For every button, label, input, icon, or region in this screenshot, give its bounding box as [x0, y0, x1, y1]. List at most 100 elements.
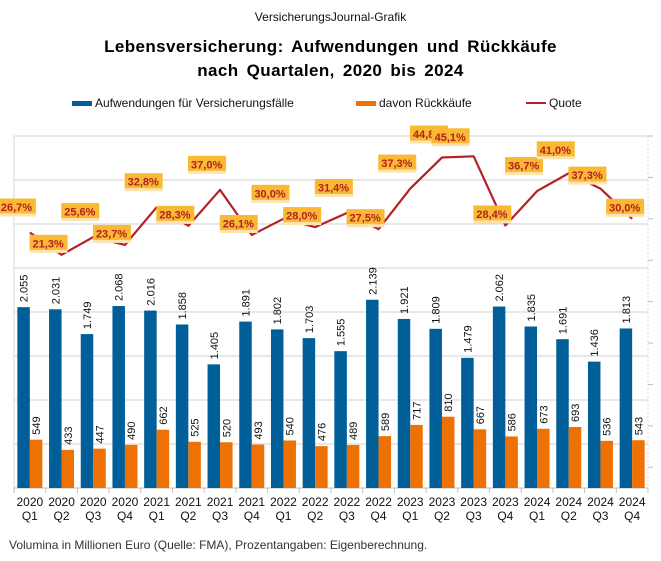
- quote-label-box: [124, 173, 163, 191]
- bar-label-aufwendungen: 1.802: [272, 297, 284, 325]
- bar-label-aufwendungen: 1.858: [177, 292, 189, 320]
- bar-rueckkaeufe: [632, 440, 645, 488]
- bar-aufwendungen: [175, 324, 189, 488]
- bar-aufwendungen: [587, 361, 601, 488]
- quote-label-box: [431, 128, 470, 146]
- x-tick-label-year: 2021: [143, 495, 170, 509]
- quote-label-shadow: [219, 229, 258, 233]
- bar-label-rueckkaeufe: 490: [126, 422, 138, 440]
- quote-label-text: 26,1%: [223, 218, 254, 230]
- quote-label-box: [473, 205, 512, 223]
- bar-label-rueckkaeufe: 476: [316, 423, 328, 441]
- quote-label-text: 37,3%: [381, 158, 412, 170]
- quote-label: 30,0%: [606, 198, 645, 217]
- bar-rueckkaeufe: [410, 424, 423, 488]
- quote-label-shadow: [568, 181, 607, 185]
- bar-rueckkaeufe: [600, 440, 613, 488]
- x-tick-label-year: 2022: [302, 495, 329, 509]
- legend-item-quote: Quote: [526, 96, 582, 110]
- bar-label-rueckkaeufe: 717: [412, 402, 424, 420]
- bar-label-rueckkaeufe: 540: [285, 417, 297, 435]
- bar-rueckkaeufe: [61, 449, 75, 488]
- bar-label-rueckkaeufe: 525: [190, 418, 202, 436]
- quote-label: 37,3%: [568, 166, 607, 185]
- x-tick-label-year: 2023: [397, 495, 424, 509]
- quote-label-text: 23,7%: [96, 228, 127, 240]
- x-tick-label-year: 2020: [48, 495, 75, 509]
- quote-label-box: [568, 166, 607, 184]
- bar-rueckkaeufe: [315, 446, 328, 488]
- quote-label-text: 30,0%: [609, 202, 640, 214]
- quote-label: 21,3%: [29, 234, 68, 253]
- x-axis-labels: 2020Q12020Q22020Q32020Q42021Q12021Q22021…: [16, 495, 645, 523]
- quote-label-shadow: [188, 170, 227, 174]
- bar-label-aufwendungen: 1.691: [558, 307, 570, 335]
- legend-swatch-quote: [526, 102, 546, 104]
- bar-aufwendungen: [144, 310, 157, 488]
- x-tick-label-quarter: Q4: [244, 509, 260, 523]
- bar-rueckkaeufe: [251, 444, 265, 488]
- quote-label: 32,8%: [124, 173, 163, 192]
- x-tick-label-quarter: Q1: [22, 509, 38, 523]
- x-tick-label-year: 2022: [270, 495, 297, 509]
- quote-label: 45,1%: [431, 128, 470, 147]
- quote-label-text: 30,0%: [254, 188, 285, 200]
- legend-item-rueckkaeufe: davon Rückkäufe: [356, 96, 472, 110]
- bar-label-aufwendungen: 1.809: [431, 296, 443, 324]
- quote-label-text: 41,0%: [540, 145, 571, 157]
- quote-label-box: [346, 209, 385, 227]
- chart-title-line-2: nach Quartalen, 2020 bis 2024: [197, 61, 464, 80]
- bar-label-rueckkaeufe: 693: [570, 404, 582, 422]
- x-tick-label-quarter: Q2: [561, 509, 577, 523]
- bar-labels: 2.055 549 2.031 433 1.749 447 2.068 490 2.016 662…: [19, 267, 646, 445]
- bar-label-rueckkaeufe: 549: [31, 416, 43, 434]
- bar-label-aufwendungen: 1.555: [336, 319, 348, 347]
- bar-rueckkaeufe: [124, 444, 138, 488]
- bar-label-aufwendungen: 2.055: [19, 275, 31, 303]
- legend-label-quote: Quote: [549, 96, 582, 110]
- x-tick-label-quarter: Q3: [212, 509, 228, 523]
- quote-label-box: [0, 198, 36, 216]
- quote-label: 27,5%: [346, 209, 385, 228]
- bar-label-rueckkaeufe: 810: [443, 393, 455, 411]
- x-tick-label-year: 2023: [492, 495, 519, 509]
- bar-rueckkaeufe: [93, 448, 106, 488]
- x-tick-label-year: 2020: [80, 495, 107, 509]
- bar-rueckkaeufe: [378, 436, 392, 488]
- quote-label-shadow: [0, 213, 36, 217]
- bar-label-aufwendungen: 1.405: [209, 332, 221, 360]
- quote-label-text: 37,0%: [191, 159, 222, 171]
- x-tick-label-year: 2020: [16, 495, 43, 509]
- quote-label-shadow: [124, 188, 163, 192]
- quote-label: 28,4%: [473, 205, 512, 224]
- bar-aufwendungen: [619, 328, 633, 488]
- quote-label: 26,1%: [219, 214, 258, 233]
- quote-label: 37,0%: [188, 155, 227, 174]
- quote-label-box: [606, 198, 645, 216]
- bar-label-aufwendungen: 1.891: [241, 289, 253, 317]
- quote-label-box: [283, 207, 322, 225]
- bar-rueckkaeufe: [568, 427, 582, 488]
- bar-label-aufwendungen: 1.703: [304, 306, 316, 334]
- quote-label-shadow: [431, 143, 470, 147]
- quote-label-shadow: [29, 249, 68, 253]
- quote-label-box: [61, 203, 100, 221]
- x-tick-label-quarter: Q3: [466, 509, 482, 523]
- quote-label: 26,7%: [0, 198, 36, 217]
- bar-label-aufwendungen: 1.835: [526, 294, 538, 322]
- bar-rueckkaeufe: [346, 444, 360, 488]
- bar-aufwendungen: [397, 318, 411, 488]
- x-tick-label-quarter: Q3: [339, 509, 355, 523]
- bar-label-rueckkaeufe: 586: [507, 413, 519, 431]
- chart-source: VersicherungsJournal-Grafik: [254, 10, 407, 24]
- quote-label-box: [505, 157, 544, 175]
- legend-swatch-rueckkaeufe: [356, 100, 376, 106]
- bar-label-aufwendungen: 1.921: [399, 286, 411, 314]
- x-tick-label-year: 2021: [207, 495, 234, 509]
- bar-label-rueckkaeufe: 433: [63, 427, 75, 445]
- quote-label: 28,0%: [283, 207, 322, 226]
- bar-aufwendungen: [366, 299, 379, 488]
- bar-label-rueckkaeufe: 489: [348, 422, 360, 440]
- bar-aufwendungen: [429, 328, 442, 488]
- quote-label-shadow: [409, 140, 448, 144]
